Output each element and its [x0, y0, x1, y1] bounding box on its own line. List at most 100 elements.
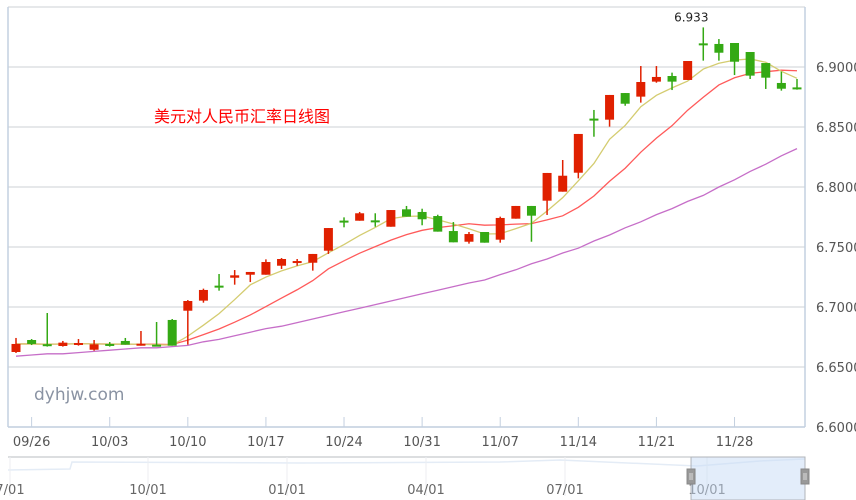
candle-body	[651, 76, 661, 82]
candle	[42, 313, 52, 347]
navigator-right-handle[interactable]	[800, 468, 810, 485]
y-tick-label: 6.7000	[816, 301, 856, 316]
candle-body	[573, 133, 583, 173]
x-tick-label: 10/03	[91, 435, 128, 450]
candle	[589, 109, 599, 137]
candle	[89, 340, 99, 351]
candle	[152, 322, 162, 347]
candle-body	[511, 205, 521, 219]
candle	[417, 208, 427, 226]
candle-body	[230, 275, 240, 278]
candle-body	[89, 344, 99, 350]
candle	[245, 271, 255, 283]
candle	[230, 270, 240, 285]
navigator-label: 7/01	[0, 483, 25, 498]
candle	[542, 172, 552, 215]
candle	[526, 205, 536, 242]
candle-body	[152, 344, 162, 347]
candle	[386, 210, 396, 227]
candle-body	[417, 211, 427, 220]
candle-body	[183, 301, 193, 311]
candle-body	[292, 261, 302, 264]
candle-body	[42, 344, 52, 347]
candle	[573, 133, 583, 179]
candle-body	[198, 289, 208, 301]
candle	[105, 342, 115, 347]
candle	[292, 259, 302, 266]
candle	[714, 39, 724, 61]
candle-body	[27, 340, 37, 344]
candle-body	[761, 63, 771, 78]
candle-body	[448, 231, 458, 243]
candle-body	[136, 343, 146, 346]
candle	[339, 217, 349, 228]
candle-body	[620, 93, 630, 104]
candle-body	[605, 94, 615, 120]
candle-body	[58, 342, 68, 346]
x-tick-label: 11/07	[481, 435, 518, 450]
navigator-label: 04/01	[407, 483, 444, 498]
candle-body	[542, 172, 552, 201]
max-value-label: 6.933	[674, 10, 708, 24]
navigator-selection[interactable]	[690, 456, 806, 500]
ma-short-line	[16, 58, 798, 346]
candle-body	[667, 76, 677, 82]
chart-title: 美元对人民币汇率日线图	[154, 107, 331, 126]
candle-body	[464, 234, 474, 242]
x-tick-label: 10/10	[169, 435, 206, 450]
candle	[433, 214, 443, 232]
candle-body	[277, 259, 287, 266]
candle-body	[370, 220, 380, 223]
navigator-label: 01/01	[268, 483, 305, 498]
candle	[495, 216, 505, 243]
candle-body	[480, 232, 490, 243]
x-tick-label: 11/21	[638, 435, 675, 450]
candle-body	[386, 210, 396, 227]
candle	[27, 339, 37, 346]
candle	[761, 63, 771, 89]
ma-long-line	[15, 148, 798, 357]
candle	[651, 66, 661, 83]
watermark: dyhjw.com	[34, 385, 125, 405]
candle-body	[683, 61, 693, 80]
candle-body	[105, 343, 115, 346]
candle-body	[792, 87, 802, 90]
y-tick-label: 6.6500	[816, 361, 856, 376]
candle-body	[73, 343, 83, 345]
candle-body	[495, 217, 505, 240]
candle-body	[636, 82, 646, 97]
candle	[745, 52, 755, 79]
candle	[198, 288, 208, 303]
candle	[620, 93, 630, 106]
navigator-label: 10/01	[129, 483, 166, 498]
candle-body	[11, 343, 21, 352]
candle	[683, 61, 693, 80]
candle-body	[214, 285, 224, 288]
y-tick-label: 6.8500	[816, 121, 856, 136]
candle	[370, 213, 380, 227]
candle-body	[558, 175, 568, 192]
y-tick-label: 6.6000	[816, 421, 856, 436]
candle	[277, 258, 287, 269]
candle	[261, 259, 271, 275]
x-tick-label: 11/28	[716, 435, 753, 450]
navigator-series	[7, 458, 806, 471]
candle	[183, 300, 193, 345]
candle-body	[526, 205, 536, 216]
x-tick-label: 09/26	[13, 435, 50, 450]
x-tick-label: 10/17	[247, 435, 284, 450]
candle-body	[167, 319, 177, 346]
candle-body	[323, 228, 333, 251]
candle	[792, 79, 802, 90]
x-tick-label: 11/14	[560, 435, 597, 450]
candle	[136, 331, 146, 346]
candle-body	[730, 43, 740, 62]
candle	[511, 205, 521, 219]
candle	[355, 211, 365, 221]
y-tick-label: 6.7500	[816, 241, 856, 256]
candle	[480, 232, 490, 243]
candle	[120, 337, 130, 345]
navigator-left-handle[interactable]	[686, 468, 696, 485]
candle	[776, 71, 786, 91]
